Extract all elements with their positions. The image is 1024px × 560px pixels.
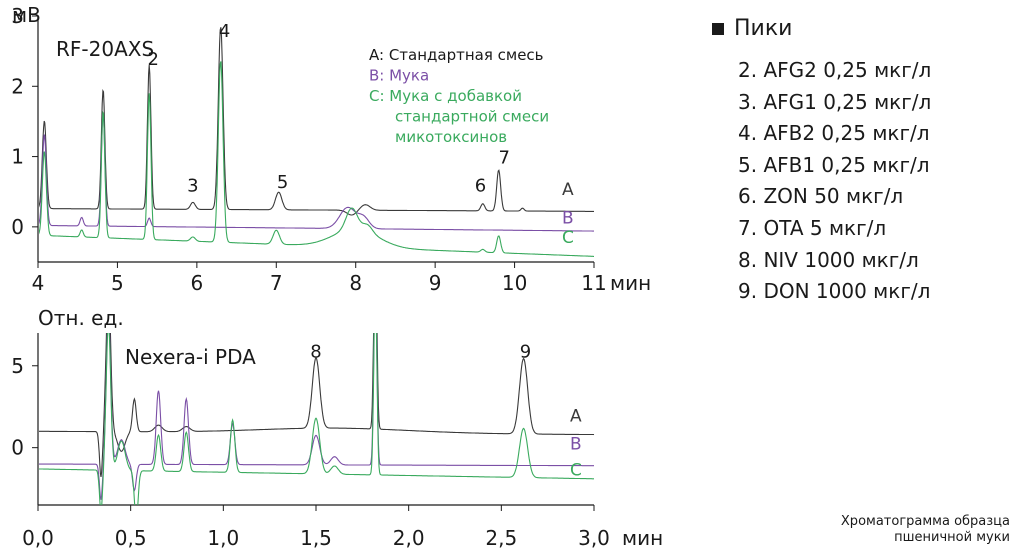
series-line-A — [39, 27, 594, 216]
figure-caption: Хроматограмма образца пшеничной муки — [841, 514, 1010, 546]
x-tick-label: 11 — [581, 271, 606, 295]
series-label-B: B — [570, 434, 582, 454]
peak-item-4: 4. AFB2 0,25 мкг/л — [738, 121, 930, 146]
series-label-C: C — [562, 228, 574, 248]
peak-item-2: 2. AFG2 0,25 мкг/л — [738, 58, 932, 82]
series-label-B: B — [562, 208, 574, 228]
peak-item-3: 3. AFG1 0,25 мкг/л — [738, 89, 932, 114]
peak-item-8: 8. NIV 1000 мкг/л — [738, 247, 919, 272]
series-line-A — [39, 333, 595, 477]
y-tick-label: 0 — [11, 436, 24, 460]
x-tick-label: 1,5 — [300, 526, 332, 550]
caption-line-2: пшеничной муки — [894, 530, 1010, 545]
x-tick-label: 4 — [32, 271, 45, 295]
peak-label-4: 4 — [219, 21, 230, 42]
y-axis-unit: мВ — [12, 3, 41, 27]
x-tick-label: 3,0 — [578, 526, 610, 550]
sample-legend-line: B: Мука — [369, 67, 429, 85]
x-tick-label: 2,0 — [393, 526, 425, 550]
x-tick-label: 0,0 — [22, 526, 54, 550]
sample-legend-line: стандартной смеси — [395, 108, 549, 126]
x-tick-label: 5 — [111, 271, 124, 295]
x-axis-unit: мин — [622, 526, 663, 550]
x-tick-label: 1,0 — [207, 526, 239, 550]
peaks-legend: Пики 2. AFG2 0,25 мкг/л 3. AFG1 0,25 мкг… — [712, 16, 1012, 308]
peak-label-5: 5 — [277, 172, 288, 193]
series-label-C: C — [570, 461, 582, 481]
sample-legend-line: микотоксинов — [395, 128, 507, 146]
series-line-B — [39, 333, 594, 500]
caption-line-1: Хроматограмма образца — [840, 514, 1010, 529]
peak-label-6: 6 — [475, 176, 486, 197]
series-label-A: A — [570, 406, 582, 426]
x-tick-label: 8 — [349, 271, 362, 295]
y-tick-label: 0 — [11, 215, 24, 239]
x-tick-label: 9 — [429, 271, 442, 295]
peak-item-6: 6. ZON 50 мкг/л — [738, 184, 904, 209]
peaks-list: 2. AFG2 0,25 мкг/л 3. AFG1 0,25 мкг/л 4.… — [712, 55, 1012, 308]
sample-legend-line: C: Мука с добавкой — [369, 87, 522, 105]
peak-label-9: 9 — [520, 342, 531, 363]
peak-item-7: 7. OTA 5 мкг/л — [738, 215, 887, 240]
legend-bullet-icon — [712, 22, 724, 35]
instrument-label: Nexera-i PDA — [125, 345, 256, 369]
x-tick-label: 10 — [502, 271, 527, 295]
x-tick-label: 2,5 — [485, 526, 517, 550]
x-axis-unit: мин — [610, 271, 651, 295]
peak-label-2: 2 — [147, 49, 158, 70]
x-tick-label: 0,5 — [115, 526, 147, 550]
series-line-C — [39, 333, 594, 505]
y-tick-label: 5 — [11, 354, 24, 378]
y-tick-label: 2 — [11, 74, 24, 98]
peak-item-9: 9. DON 1000 мкг/л — [738, 279, 931, 304]
series-label-A: A — [562, 180, 574, 200]
y-axis-unit: Отн. ед. — [38, 306, 124, 330]
chart-2: Отн. ед. мин Nexera-i PDA 0,0 0,5 1,0 1,5 2,0 2,… — [11, 306, 663, 550]
x-tick-label: 6 — [190, 271, 203, 295]
legend-title-row: Пики — [712, 16, 1012, 41]
peak-label-7: 7 — [499, 148, 510, 169]
y-tick-label: 3 — [11, 4, 24, 28]
peak-item-5: 5. AFB1 0,25 мкг/л — [738, 152, 930, 177]
series-line-B — [39, 113, 594, 232]
instrument-label: RF-20AXS — [56, 37, 154, 61]
y-tick-label: 1 — [11, 145, 24, 169]
legend-title: Пики — [734, 16, 793, 41]
sample-legend-line: A: Стандартная смесь — [369, 46, 544, 64]
series-line-C — [39, 61, 594, 257]
peak-label-3: 3 — [187, 176, 198, 197]
x-tick-label: 7 — [270, 271, 283, 295]
peak-label-8: 8 — [310, 342, 321, 363]
